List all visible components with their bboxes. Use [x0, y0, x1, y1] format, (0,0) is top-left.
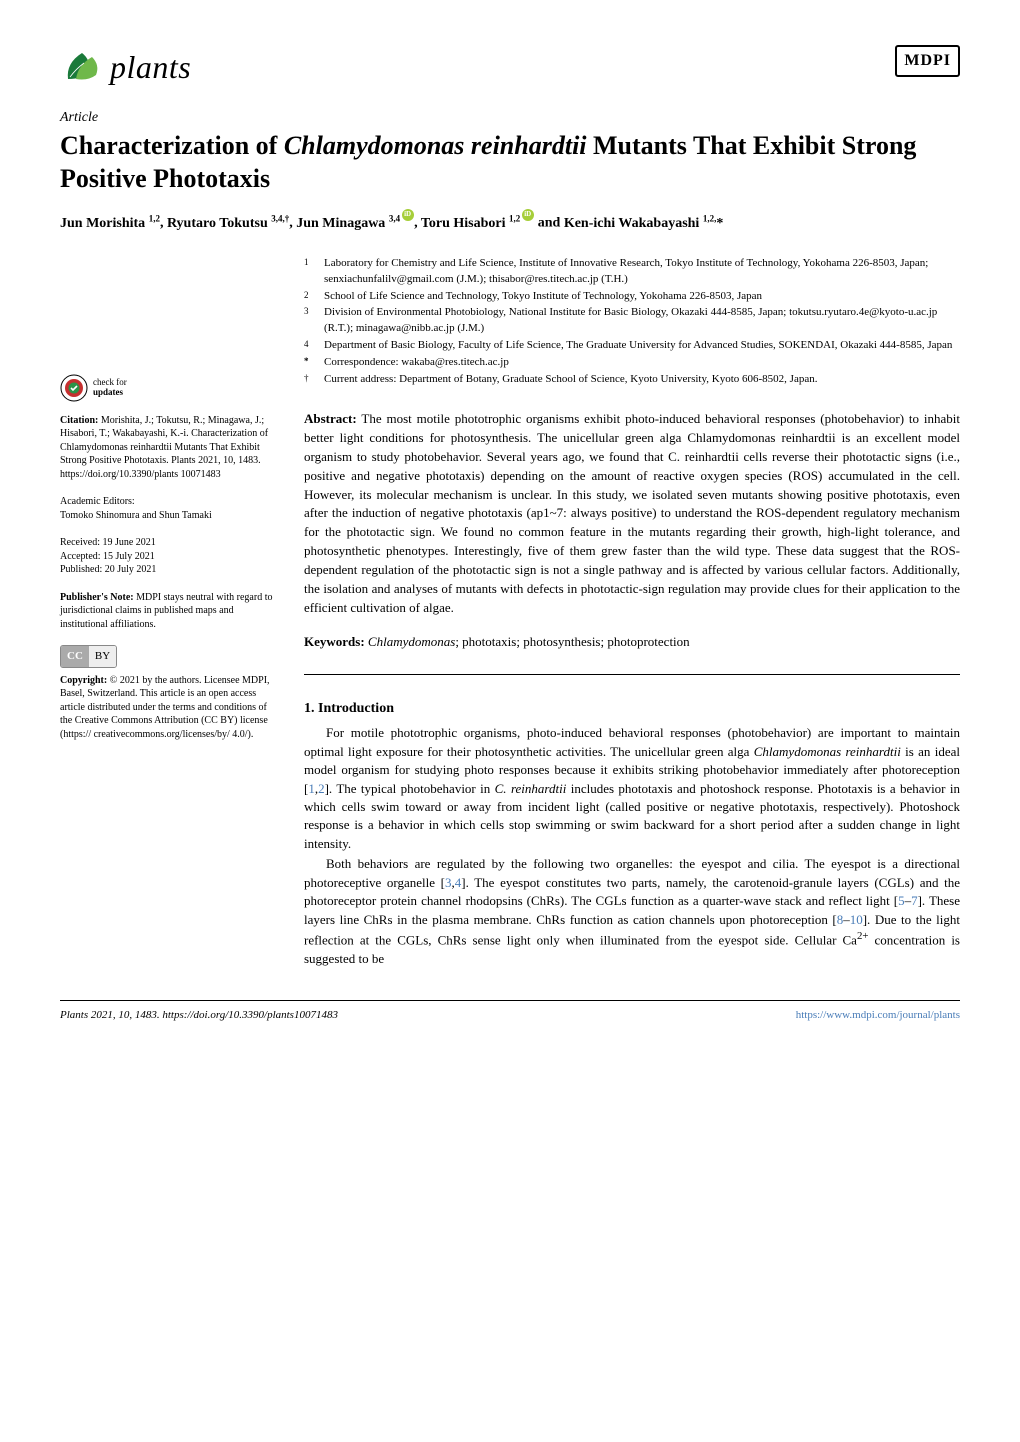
- aff-num: 1: [304, 256, 314, 288]
- page-footer: Plants 2021, 10, 1483. https://doi.org/1…: [60, 1000, 960, 1023]
- intro-heading: 1. Introduction: [304, 699, 960, 719]
- footer-left: Plants 2021, 10, 1483. https://doi.org/1…: [60, 1008, 338, 1023]
- ref-link[interactable]: 8: [837, 912, 844, 927]
- aff-num: 2: [304, 289, 314, 305]
- aff-num: †: [304, 372, 314, 388]
- keywords: Keywords: Chlamydomonas; phototaxis; pho…: [304, 633, 960, 651]
- affiliations-list: 1 Laboratory for Chemistry and Life Scien…: [304, 256, 960, 389]
- affiliation: 3 Division of Environmental Photobiology,…: [304, 305, 960, 337]
- dates-block: Received: 19 June 2021 Accepted: 15 July…: [60, 536, 278, 577]
- published-date: Published: 20 July 2021: [60, 564, 156, 575]
- cc-icon: CC: [61, 646, 89, 667]
- editors-label: Academic Editors:: [60, 496, 135, 507]
- aff-text: Division of Environmental Photobiology, …: [324, 305, 960, 337]
- author-list: Jun Morishita 1,2, Ryutaro Tokutsu 3,4,†…: [60, 209, 960, 233]
- aff-text: Department of Basic Biology, Faculty of …: [324, 338, 952, 354]
- ref-link[interactable]: 10: [850, 912, 863, 927]
- aff-num: 4: [304, 338, 314, 354]
- title-species: Chlamydomonas reinhardtii: [284, 131, 587, 160]
- title-part-pre: Characterization of: [60, 131, 284, 160]
- main-column: 1 Laboratory for Chemistry and Life Scien…: [304, 256, 960, 971]
- affiliation: 1 Laboratory for Chemistry and Life Scien…: [304, 256, 960, 288]
- accepted-date: Accepted: 15 July 2021: [60, 551, 155, 562]
- footer-right[interactable]: https://www.mdpi.com/journal/plants: [796, 1008, 960, 1023]
- by-icon: BY: [89, 646, 116, 667]
- ref-link[interactable]: 7: [911, 893, 918, 908]
- journal-logo: plants: [60, 45, 191, 90]
- cc-by-badge[interactable]: CC BY: [60, 645, 117, 668]
- aff-num: *: [304, 355, 314, 371]
- aff-text: Laboratory for Chemistry and Life Scienc…: [324, 256, 960, 288]
- check-updates-label: check for updates: [93, 378, 127, 398]
- two-column-layout: check for updates Citation: Morishita, J…: [60, 256, 960, 971]
- check-updates-icon: [60, 374, 88, 402]
- aff-text: Current address: Department of Botany, G…: [324, 372, 817, 388]
- received-date: Received: 19 June 2021: [60, 537, 156, 548]
- author: Ryutaro Tokutsu 3,4,†: [167, 216, 289, 231]
- affiliation: 4 Department of Basic Biology, Faculty of…: [304, 338, 960, 354]
- aff-text: School of Life Science and Technology, T…: [324, 289, 762, 305]
- intro-paragraph: Both behaviors are regulated by the foll…: [304, 855, 960, 968]
- license-block: CC BY Copyright: © 2021 by the authors. …: [60, 645, 278, 741]
- header-row: plants MDPI: [60, 45, 960, 90]
- abstract-label: Abstract:: [304, 411, 357, 426]
- article-title: Characterization of Chlamydomonas reinha…: [60, 130, 960, 195]
- ref-link[interactable]: 2: [318, 781, 325, 796]
- current-address: † Current address: Department of Botany, …: [304, 372, 960, 388]
- author: Toru Hisabori 1,2: [421, 216, 534, 231]
- copyright-label: Copyright:: [60, 675, 107, 686]
- aff-num: 3: [304, 305, 314, 337]
- page-container: plants MDPI Article Characterization of …: [0, 0, 1020, 1059]
- ref-link[interactable]: 4: [455, 875, 462, 890]
- citation-label: Citation:: [60, 415, 98, 426]
- check-for-updates[interactable]: check for updates: [60, 374, 278, 402]
- author: Ken-ichi Wakabayashi 1,2,*: [564, 216, 724, 231]
- orcid-icon[interactable]: [522, 209, 534, 221]
- publisher-note-block: Publisher's Note: MDPI stays neutral wit…: [60, 591, 278, 632]
- article-type: Article: [60, 108, 960, 128]
- journal-link[interactable]: https://www.mdpi.com/journal/plants: [796, 1009, 960, 1021]
- intro-paragraph: For motile phototrophic organisms, photo…: [304, 724, 960, 853]
- author: Jun Minagawa 3,4: [296, 216, 414, 231]
- orcid-icon[interactable]: [402, 209, 414, 221]
- editors-block: Academic Editors: Tomoko Shinomura and S…: [60, 495, 278, 522]
- aff-text: Correspondence: wakaba@res.titech.ac.jp: [324, 355, 509, 371]
- keywords-text: Chlamydomonas; phototaxis; photosynthesi…: [368, 634, 690, 649]
- section-divider: [304, 674, 960, 675]
- citation-block: Citation: Morishita, J.; Tokutsu, R.; Mi…: [60, 414, 278, 482]
- leaf-icon: [60, 45, 104, 89]
- abstract-text: The most motile phototrophic organisms e…: [304, 411, 960, 614]
- author: Jun Morishita 1,2: [60, 216, 160, 231]
- ref-link[interactable]: 5: [898, 893, 905, 908]
- check-updates-line1: check for: [93, 377, 127, 387]
- journal-name: plants: [110, 45, 191, 90]
- check-updates-line2: updates: [93, 387, 123, 397]
- sidebar: check for updates Citation: Morishita, J…: [60, 256, 278, 971]
- pubnote-label: Publisher's Note:: [60, 592, 134, 603]
- publisher-logo: MDPI: [895, 45, 960, 77]
- affiliation: 2 School of Life Science and Technology, …: [304, 289, 960, 305]
- correspondence: * Correspondence: wakaba@res.titech.ac.jp: [304, 355, 960, 371]
- abstract: Abstract: The most motile phototrophic o…: [304, 410, 960, 617]
- ref-link[interactable]: 1: [308, 781, 315, 796]
- ref-link[interactable]: 3: [445, 875, 452, 890]
- keywords-label: Keywords:: [304, 634, 365, 649]
- editors-text: Tomoko Shinomura and Shun Tamaki: [60, 510, 212, 521]
